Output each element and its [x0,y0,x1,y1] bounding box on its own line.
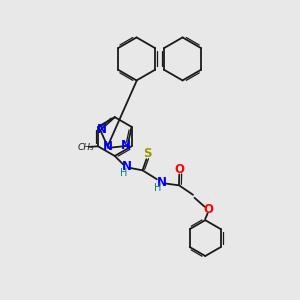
Text: H: H [120,168,127,178]
Text: N: N [121,139,131,152]
Text: O: O [175,163,184,176]
Text: S: S [143,147,151,160]
Text: N: N [103,140,113,153]
Text: H: H [154,183,161,193]
Text: CH₃: CH₃ [78,143,94,152]
Text: N: N [122,160,132,173]
Text: O: O [203,203,213,216]
Text: N: N [157,176,167,189]
Text: N: N [97,123,107,136]
